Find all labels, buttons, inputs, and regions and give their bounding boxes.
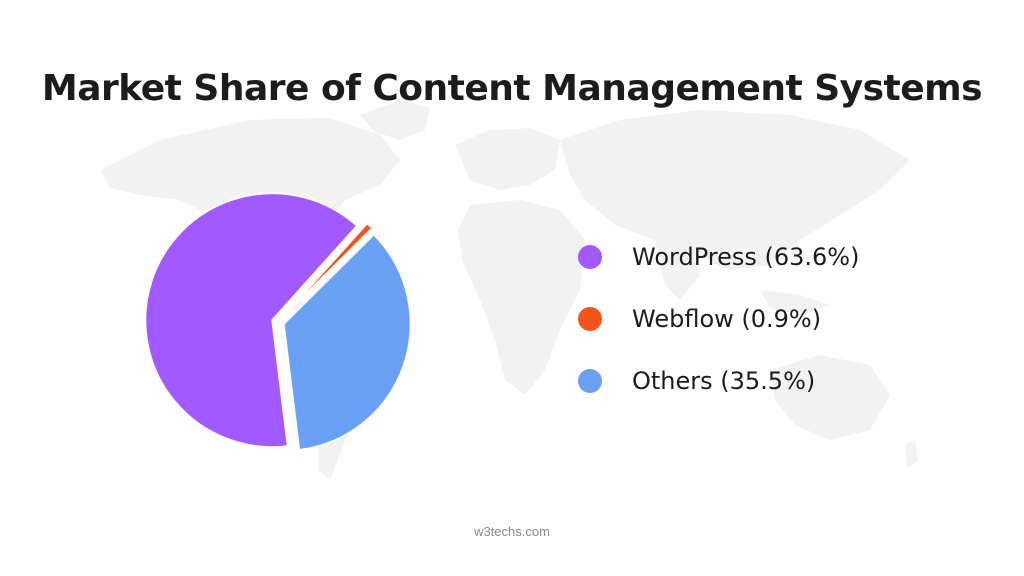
source-credit: w3techs.com	[474, 524, 550, 539]
legend-swatch	[578, 245, 602, 269]
legend-item-wordpress: WordPress (63.6%)	[578, 232, 998, 282]
legend-label: Webflow (0.9%)	[632, 305, 822, 333]
pie-chart	[144, 192, 412, 452]
chart-title: Market Share of Content Management Syste…	[41, 68, 983, 109]
pie-slice-others	[282, 233, 412, 452]
legend-label: WordPress (63.6%)	[632, 243, 860, 271]
legend-item-webflow: Webflow (0.9%)	[578, 294, 998, 344]
legend-swatch	[578, 307, 602, 331]
chart-legend: WordPress (63.6%) Webflow (0.9%) Others (3…	[578, 232, 998, 418]
pie-slice-webflow	[281, 221, 374, 319]
legend-swatch	[578, 369, 602, 393]
legend-item-others: Others (35.5%)	[578, 356, 998, 406]
pie-slice-wordpress	[144, 192, 359, 449]
legend-label: Others (35.5%)	[632, 367, 816, 395]
